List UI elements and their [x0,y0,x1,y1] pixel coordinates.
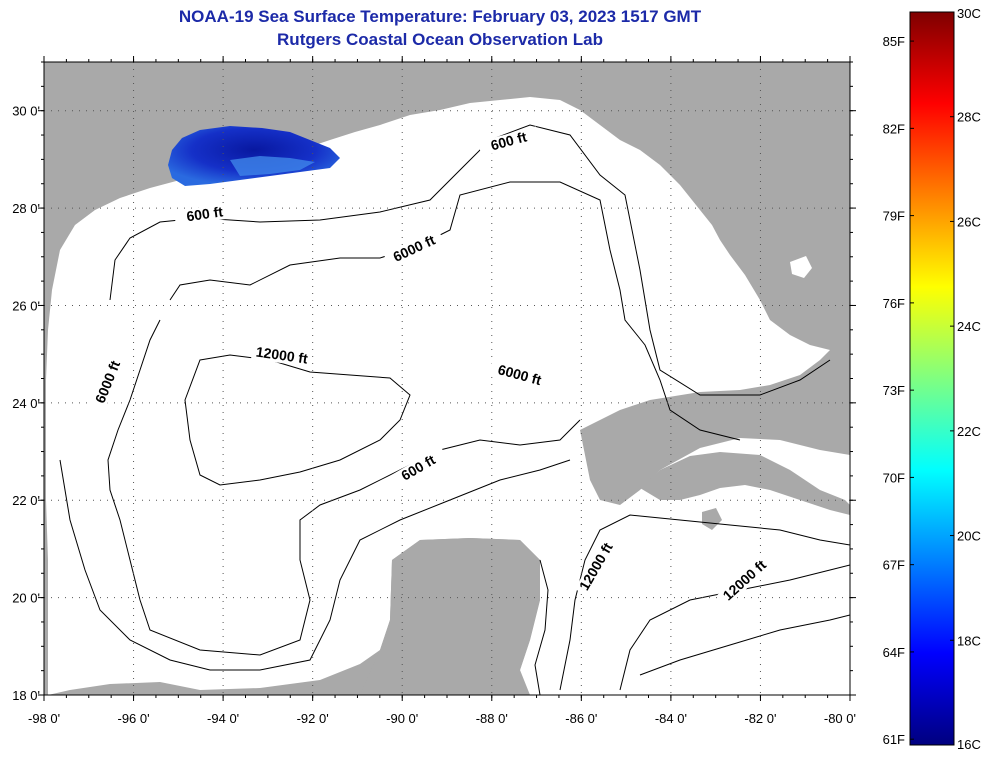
map-title: NOAA-19 Sea Surface Temperature: Februar… [178,7,702,26]
contour-label-bg [717,554,772,607]
contour-600ft-south [59,459,571,671]
celsius-label: 24C [957,319,981,334]
contour-caribbean-3 [639,614,850,676]
color-bar-labels: 30C 28C 26C 24C 22C 20C 18C 16C 85F 82F 79F 76F 73F 7… [883,6,981,752]
contour-label-bg [477,126,540,157]
x-tick-label: -96 0' [117,711,149,726]
x-tick-label: -86 0' [565,711,597,726]
fahrenheit-label: 85F [883,34,905,49]
contour-yucatan-shelf [534,559,549,695]
isle-of-youth-land [702,508,722,530]
y-tick-label: 26 0' [12,298,40,313]
x-tick-label: -92 0' [297,711,329,726]
y-tick-label: 30 0' [12,104,40,119]
contour-label-bg [383,229,445,269]
color-bar [909,11,955,746]
contour-6000ft-west [169,181,741,441]
celsius-label: 18C [957,633,981,648]
x-axis: -98 0' -96 0' -94 0' -92 0' -90 0' -88 0' -86 … [28,56,856,726]
celsius-label: 28C [957,110,981,125]
contour-label-bg [574,536,618,597]
x-tick-label: -80 0' [824,711,856,726]
yucatan-land [360,538,540,695]
florida-lake [790,256,812,278]
contour-caribbean-2 [619,564,850,691]
cuba-land [640,452,850,515]
fahrenheit-label: 79F [883,209,905,224]
ocean-area [46,97,850,695]
y-axis: 30 0' 28 0' 26 0' 24 0' 22 0' 20 0' 18 0' [12,61,856,703]
fahrenheit-label: 76F [883,296,905,311]
celsius-label: 16C [957,737,981,752]
x-tick-label: -94 0' [207,711,239,726]
contour-label-bg [488,360,551,391]
fahrenheit-label: 82F [883,121,905,136]
map-subtitle: Rutgers Coastal Ocean Observation Lab [277,30,603,49]
graticule [44,62,850,695]
sst-warm-edge [230,156,315,176]
contour-label: 600 ft [185,203,224,224]
celsius-label: 26C [957,214,981,229]
y-tick-label: 28 0' [12,201,40,216]
contour-12000ft [184,354,411,486]
x-tick-label: -98 0' [28,711,60,726]
x-tick-label: -90 0' [386,711,418,726]
celsius-label: 22C [957,424,981,439]
fahrenheit-label: 70F [883,470,905,485]
contour-label-bg [173,202,236,226]
y-tick-label: 18 0' [12,688,40,703]
fahrenheit-label: 61F [883,732,905,747]
contour-label: 12000 ft [255,344,309,367]
sst-data-patch [168,126,340,186]
fahrenheit-label: 73F [883,383,905,398]
bathymetry-contours [59,124,850,695]
fahrenheit-label: 64F [883,645,905,660]
celsius-label: 20C [957,529,981,544]
contour-caribbean-1 [559,514,850,691]
contour-label-bg [251,343,313,368]
contour-label-bg [89,351,127,413]
x-tick-label: -88 0' [476,711,508,726]
contour-label-bg [388,446,449,490]
x-tick-label: -84 0' [655,711,687,726]
x-tick-label: -82 0' [744,711,776,726]
y-tick-label: 20 0' [12,591,40,606]
y-tick-label: 24 0' [12,396,40,411]
fahrenheit-label: 67F [883,558,905,573]
celsius-label: 30C [957,6,981,21]
y-tick-label: 22 0' [12,493,40,508]
